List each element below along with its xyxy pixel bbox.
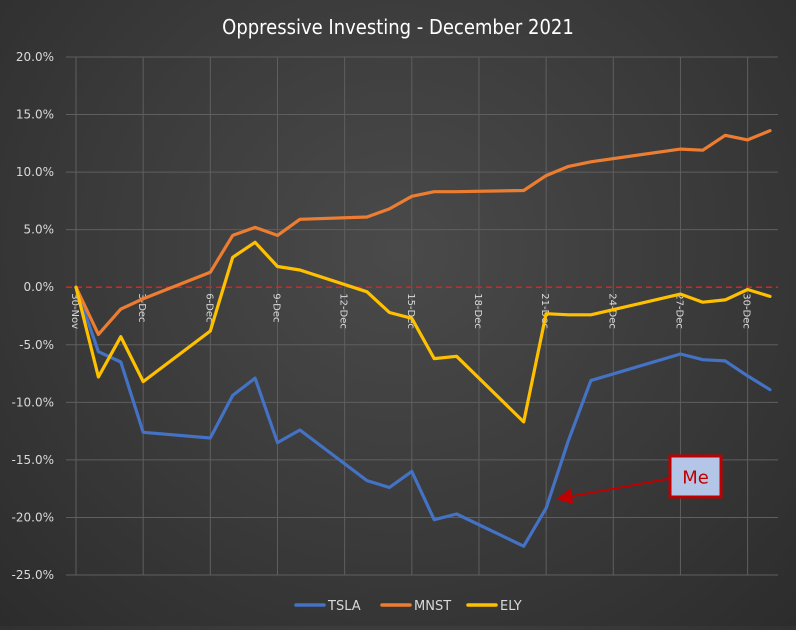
- annotation-label: Me: [682, 468, 709, 489]
- series-line-tsla: [74, 285, 772, 548]
- series-line-ely: [74, 240, 772, 424]
- y-tick-label: -10.0%: [12, 395, 54, 409]
- y-tick-label: 15.0%: [16, 108, 54, 122]
- y-tick-label: -25.0%: [12, 568, 54, 582]
- axes: 20.0% 15.0% 10.0% 5.0% 0.0% -5.0% -10.0% -15.0%…: [12, 50, 752, 582]
- x-tick-label: 12-Dec: [338, 293, 349, 329]
- chart-title: Oppressive Investing - December 2021: [222, 15, 574, 39]
- y-tick-label: 5.0%: [24, 223, 55, 237]
- x-tick-label: 3-Dec: [136, 293, 147, 322]
- y-tick-label: -15.0%: [12, 453, 54, 467]
- annotation: Me: [556, 454, 723, 505]
- y-tick-label: 10.0%: [16, 165, 54, 179]
- x-tick-label: 6-Dec: [203, 293, 214, 322]
- y-tick-label: 0.0%: [24, 280, 55, 294]
- series-line-mnst: [74, 129, 772, 336]
- y-tick-label: 20.0%: [16, 50, 54, 64]
- annotation-arrow: [556, 477, 671, 505]
- y-tick-label: -20.0%: [12, 510, 54, 524]
- x-tick-label: 18-Dec: [472, 293, 483, 329]
- x-tick-label: 21-Dec: [539, 293, 550, 329]
- legend: TSLA MNST ELY: [294, 599, 522, 614]
- x-tick-label: 30-Nov: [69, 293, 80, 329]
- x-tick-label: 9-Dec: [270, 293, 281, 322]
- series: [74, 129, 772, 548]
- annotation-box: [668, 454, 723, 499]
- y-tick-label: -5.0%: [19, 338, 54, 352]
- grid: [66, 56, 778, 576]
- x-tick-label: 27-Dec: [673, 293, 684, 329]
- legend-label-ely: ELY: [500, 599, 522, 614]
- x-tick-label: 15-Dec: [405, 293, 416, 329]
- legend-label-tsla: TSLA: [327, 599, 361, 614]
- legend-label-mnst: MNST: [414, 599, 451, 614]
- x-tick-label: 30-Dec: [741, 293, 752, 329]
